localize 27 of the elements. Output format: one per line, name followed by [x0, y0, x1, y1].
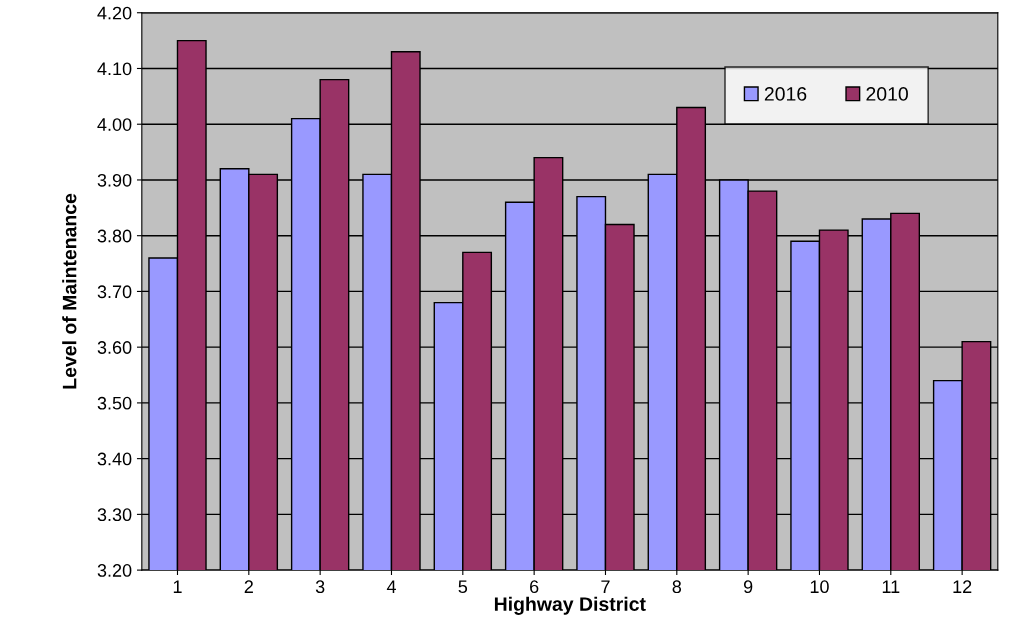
y-tick-label: 3.90	[97, 173, 132, 187]
y-tick-label: 3.20	[97, 564, 132, 577]
x-tick-label: 11	[882, 580, 900, 593]
x-tick-label: 6	[530, 580, 539, 594]
x-tick-label: 3	[315, 580, 325, 594]
y-tick-label: 4.20	[97, 6, 132, 20]
x-tick-label: 5	[458, 580, 468, 594]
y-tick-label: 4.00	[97, 118, 132, 131]
y-tick-label: 3.50	[97, 396, 132, 410]
x-tick-label: 4	[386, 580, 396, 593]
y-axis-title: Level of Maintenance	[62, 193, 77, 389]
legend-label: 2016	[764, 87, 807, 101]
x-tick-label: 8	[672, 580, 682, 594]
y-tick-label: 3.70	[97, 285, 132, 299]
x-tick-label: 1	[173, 580, 182, 593]
y-tick-label: 3.60	[97, 341, 132, 354]
y-tick-label: 3.30	[97, 508, 132, 522]
x-tick-label: 7	[601, 580, 610, 593]
x-tick-label: 2	[244, 580, 253, 593]
legend-label: 2010	[866, 87, 908, 101]
x-tick-label: 10	[810, 580, 829, 594]
x-tick-label: 12	[953, 580, 972, 593]
x-tick-label: 9	[743, 580, 753, 594]
x-axis-title: Highway District	[494, 596, 646, 615]
y-tick-label: 3.40	[97, 452, 132, 466]
y-tick-label: 3.80	[97, 229, 132, 243]
y-tick-label: 4.10	[97, 62, 132, 76]
